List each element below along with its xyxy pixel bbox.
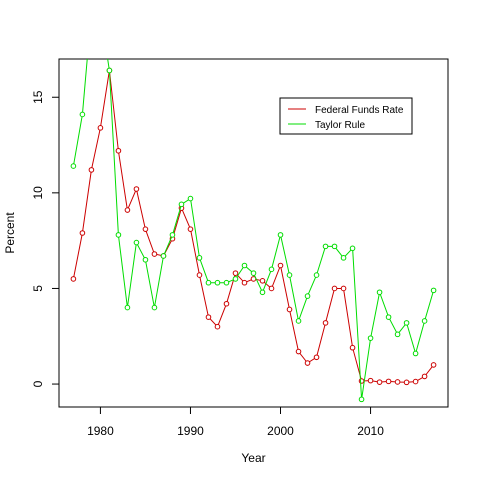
point-taylor-rule-1986 — [151, 304, 158, 311]
point-taylor-rule-2011 — [376, 289, 383, 296]
point-taylor-rule-1989 — [178, 201, 185, 208]
point-taylor-rule-2017 — [430, 287, 437, 294]
point-federal-funds-rate-2011 — [376, 379, 383, 385]
point-taylor-rule-2013 — [394, 331, 401, 338]
point-taylor-rule-1996 — [241, 262, 248, 269]
point-federal-funds-rate-1996 — [241, 279, 248, 286]
point-taylor-rule-2007 — [340, 255, 347, 261]
point-federal-funds-rate-1978 — [79, 230, 86, 236]
legend-label-federal-funds-rate: Federal Funds Rate — [315, 105, 404, 116]
point-federal-funds-rate-2012 — [385, 378, 392, 385]
point-taylor-rule-2009 — [358, 396, 365, 403]
point-federal-funds-rate-1990 — [187, 226, 194, 232]
point-taylor-rule-2010 — [367, 335, 374, 341]
x-tick-label-1980: 1980 — [87, 424, 114, 438]
x-tick-label-2010: 2010 — [357, 424, 384, 438]
y-tick-label-5: 5 — [31, 285, 45, 292]
point-taylor-rule-1993 — [214, 279, 221, 286]
point-taylor-rule-1979 — [89, 9, 94, 14]
point-federal-funds-rate-2003 — [304, 360, 311, 366]
y-tick-label-0: 0 — [31, 380, 45, 387]
point-federal-funds-rate-1991 — [196, 272, 203, 278]
point-taylor-rule-1994 — [223, 279, 230, 286]
point-federal-funds-rate-1993 — [214, 323, 221, 330]
x-tick-label-2000: 2000 — [267, 424, 294, 438]
point-taylor-rule-1977 — [70, 163, 77, 169]
point-federal-funds-rate-1982 — [115, 147, 122, 154]
point-taylor-rule-2015 — [412, 350, 419, 357]
point-federal-funds-rate-2016 — [421, 373, 428, 380]
point-taylor-rule-1982 — [115, 232, 122, 238]
point-federal-funds-rate-1985 — [142, 226, 149, 232]
point-taylor-rule-1990 — [187, 195, 194, 202]
plot-frame — [58, 58, 449, 408]
point-taylor-rule-2000 — [277, 232, 284, 238]
x-axis-title: Year — [241, 451, 265, 465]
point-taylor-rule-2006 — [331, 243, 338, 250]
point-federal-funds-rate-2015 — [412, 378, 419, 385]
point-federal-funds-rate-2014 — [403, 379, 410, 386]
point-federal-funds-rate-1992 — [205, 314, 212, 320]
point-taylor-rule-2003 — [304, 293, 311, 299]
point-federal-funds-rate-2010 — [367, 377, 374, 384]
point-taylor-rule-2012 — [385, 314, 392, 320]
point-taylor-rule-1980 — [98, 9, 103, 14]
point-taylor-rule-2001 — [286, 272, 293, 278]
point-taylor-rule-1978 — [79, 111, 86, 118]
point-federal-funds-rate-2005 — [322, 320, 329, 326]
point-federal-funds-rate-1995 — [232, 270, 239, 276]
point-federal-funds-rate-1998 — [259, 278, 266, 284]
legend: Federal Funds Rate Taylor Rule — [279, 97, 413, 135]
point-taylor-rule-1997 — [250, 270, 257, 276]
x-tick-label-1990: 1990 — [177, 424, 204, 438]
point-taylor-rule-1999 — [268, 266, 275, 273]
point-taylor-rule-2002 — [295, 318, 302, 324]
point-federal-funds-rate-1999 — [268, 285, 275, 292]
y-tick-label-10: 10 — [31, 186, 45, 200]
point-taylor-rule-1988 — [169, 232, 176, 238]
point-federal-funds-rate-1986 — [151, 251, 158, 257]
point-federal-funds-rate-1983 — [124, 207, 131, 213]
point-federal-funds-rate-2013 — [394, 379, 401, 385]
point-taylor-rule-2005 — [322, 243, 329, 250]
point-taylor-rule-1983 — [124, 304, 131, 311]
point-federal-funds-rate-1994 — [223, 300, 230, 307]
point-federal-funds-rate-1984 — [133, 186, 140, 192]
point-taylor-rule-2004 — [313, 272, 320, 278]
point-federal-funds-rate-2000 — [277, 262, 284, 269]
point-taylor-rule-2016 — [421, 318, 428, 324]
point-federal-funds-rate-2007 — [340, 285, 347, 292]
point-taylor-rule-1984 — [133, 239, 140, 246]
point-federal-funds-rate-2001 — [286, 306, 293, 313]
point-taylor-rule-2014 — [403, 320, 410, 326]
legend-box — [279, 97, 413, 135]
point-taylor-rule-1998 — [259, 289, 266, 296]
point-federal-funds-rate-1977 — [70, 276, 77, 282]
point-taylor-rule-1981 — [106, 67, 113, 74]
point-federal-funds-rate-1980 — [97, 125, 104, 131]
series-line-taylor-rule — [72, 59, 435, 400]
point-federal-funds-rate-2006 — [331, 285, 338, 292]
point-federal-funds-rate-2017 — [430, 362, 437, 368]
point-federal-funds-rate-2002 — [295, 348, 302, 355]
point-taylor-rule-1987 — [160, 253, 167, 259]
legend-label-taylor-rule: Taylor Rule — [315, 120, 365, 131]
point-federal-funds-rate-2008 — [349, 344, 356, 351]
y-tick-label-15: 15 — [31, 90, 45, 104]
point-taylor-rule-1991 — [196, 255, 203, 261]
y-axis-title: Percent — [3, 212, 17, 254]
point-taylor-rule-2008 — [349, 245, 356, 252]
x-axis: 1980 1990 2000 2010 — [87, 407, 384, 438]
point-federal-funds-rate-2004 — [313, 354, 320, 361]
series-layer — [70, 9, 437, 403]
point-taylor-rule-1992 — [205, 279, 212, 286]
point-taylor-rule-1995 — [232, 276, 239, 282]
point-federal-funds-rate-1979 — [88, 167, 95, 173]
point-taylor-rule-1985 — [142, 256, 149, 263]
y-axis: 0 5 10 15 — [31, 90, 59, 387]
